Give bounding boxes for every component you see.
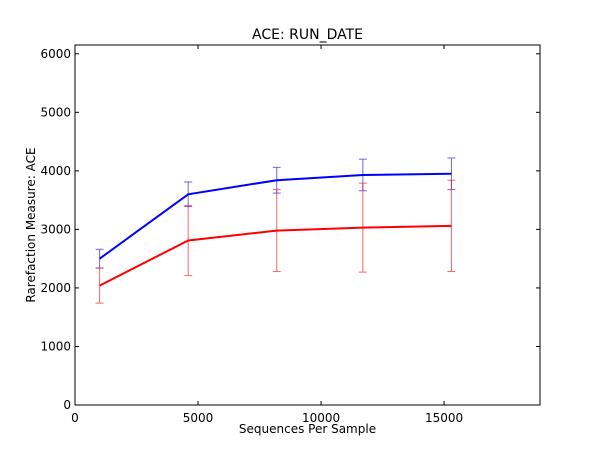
chart-title: ACE: RUN_DATE — [252, 27, 363, 43]
error-bar — [184, 204, 193, 277]
error-bar — [358, 182, 367, 273]
y-tick-label: 4000 — [40, 164, 71, 178]
error-bar — [447, 179, 456, 273]
y-tick-label: 2000 — [40, 281, 71, 295]
x-tick-label: 0 — [71, 411, 79, 425]
y-tick-label: 1000 — [40, 339, 71, 353]
error-bar — [272, 189, 281, 273]
y-tick-label: 5000 — [40, 105, 71, 119]
plot-area-frame — [74, 44, 541, 406]
series-layer — [95, 157, 456, 304]
y-tick-label: 3000 — [40, 222, 71, 236]
y-axis-label: Rarefaction Measure: ACE — [24, 147, 38, 302]
x-axis-label: Sequences Per Sample — [239, 422, 376, 436]
series-2 — [95, 179, 456, 304]
y-tick-label: 0 — [63, 398, 71, 412]
error-bar — [95, 267, 104, 304]
x-tick-label: 10000 — [302, 411, 340, 425]
x-tick-label: 5000 — [183, 411, 214, 425]
plot-area-background — [75, 45, 540, 405]
axis-ticks: 0 5000 10000 15000 0 1000 2000 3000 4000 5000 6000 — [40, 45, 540, 425]
x-tick-label: 15000 — [425, 411, 463, 425]
y-tick-label: 6000 — [40, 47, 71, 61]
